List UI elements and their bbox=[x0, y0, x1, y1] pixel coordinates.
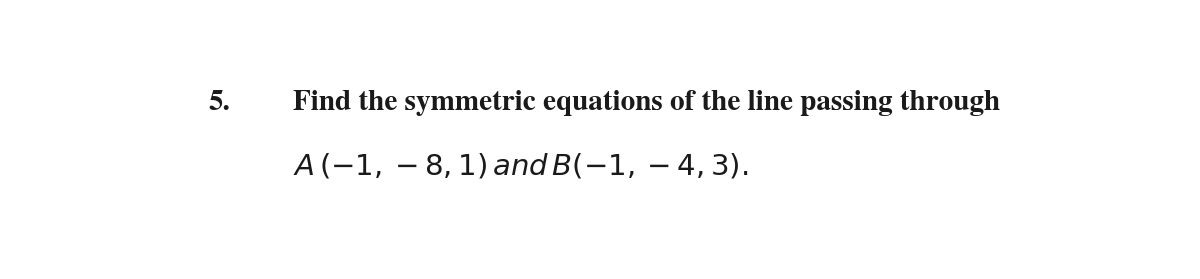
Text: Find the symmetric equations of the line passing through: Find the symmetric equations of the line… bbox=[293, 90, 1001, 116]
Text: 5.: 5. bbox=[208, 90, 230, 116]
Text: $\mathit{A}\,(-1,-8,1)\,\mathit{and}\,\mathit{B}(-1,-4,3).$: $\mathit{A}\,(-1,-8,1)\,\mathit{and}\,\m… bbox=[293, 151, 749, 181]
